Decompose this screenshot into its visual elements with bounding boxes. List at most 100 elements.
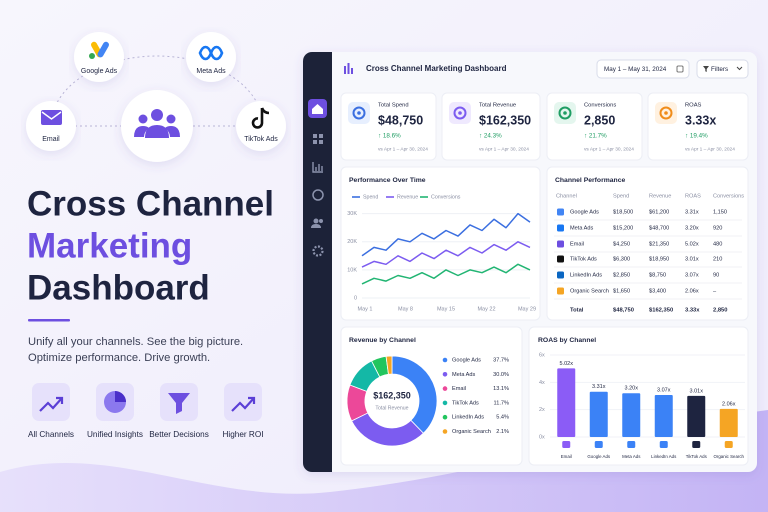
filters-label: Filters (711, 66, 728, 73)
tiktok-icon (251, 107, 270, 129)
pie-slice (385, 355, 393, 375)
x-tick-label: Organic Search (713, 454, 744, 459)
filter-icon (703, 66, 709, 72)
calendar-icon (676, 65, 684, 73)
channel-icon (557, 271, 564, 279)
table-cell: $3,400 (649, 288, 666, 294)
bar (589, 391, 608, 437)
nav-target[interactable] (312, 189, 324, 201)
table-cell: Meta Ads (570, 225, 594, 231)
y-tick-label: 0x (539, 434, 545, 440)
channel-icon (659, 441, 668, 448)
table-cell: $6,300 (613, 256, 630, 262)
kpi-change: ↑ 19.4% (685, 133, 708, 140)
feature-label: Unified Insights (87, 430, 143, 439)
legend-value: 37.7% (493, 357, 509, 363)
kpi-value: 2,850 (584, 113, 615, 127)
table-cell: $1,650 (613, 288, 630, 294)
features: All Channels Unified Insights Better Dec… (28, 383, 263, 439)
kpi-icon-dot (357, 111, 361, 115)
legend-value: 11.7% (494, 400, 509, 406)
y-tick-label: 0 (354, 295, 357, 301)
legend-value: 2.1% (496, 429, 509, 435)
series-line (361, 263, 531, 285)
x-tick-label: Meta Ads (622, 454, 641, 459)
channel-icon (557, 255, 564, 263)
x-tick-label: May 22 (477, 306, 495, 312)
nav-icons (311, 134, 324, 257)
feature-label: All Channels (28, 430, 74, 439)
channel-label: Meta Ads (196, 68, 226, 75)
legend-label: Meta Ads (452, 372, 476, 378)
bar-value-label: 3.20x (625, 386, 639, 392)
sidebar (303, 52, 332, 472)
channel-icon (724, 441, 733, 448)
kpi-compare: vs Apr 1 – Apr 30, 2024 (685, 146, 735, 152)
channel-icon (594, 441, 603, 448)
y-tick-label: 20K (347, 239, 357, 245)
nav-grid[interactable] (313, 134, 317, 138)
filters-button[interactable] (696, 59, 749, 79)
chevron (736, 66, 743, 71)
kpi-compare: vs Apr 1 – Apr 30, 2024 (378, 146, 428, 152)
series-line (361, 241, 531, 268)
dashboard-content: Total Spend $48,750 ↑ 18.6% vs Apr 1 – Apr … (340, 92, 749, 466)
table-cell: $2,850 (613, 272, 630, 278)
bar (719, 408, 738, 437)
table-cell: 480 (713, 241, 722, 247)
feature-icon-box (32, 383, 70, 421)
kpi-compare: vs Apr 1 – Apr 30, 2024 (584, 146, 634, 152)
nav-users[interactable] (313, 218, 319, 224)
dashboard-title: Cross Channel Marketing Dashboard (366, 64, 507, 73)
channel-label: Email (42, 136, 60, 143)
column-header: ROAS (685, 193, 701, 199)
accent-line (28, 319, 70, 322)
tagline: Unify all your channels. See the big pic… (28, 336, 243, 348)
table-cell: 210 (713, 256, 722, 262)
legend-label: Spend (363, 194, 378, 200)
kpi-icon (453, 106, 467, 120)
nav-settings[interactable] (312, 245, 324, 257)
feature-label: Better Decisions (149, 430, 209, 439)
legend-label: TikTok Ads (452, 400, 479, 406)
x-tick-label: Google Ads (587, 454, 611, 459)
meta-node (186, 32, 236, 82)
table-cell: 1,150 (713, 209, 727, 215)
column-header: Conversions (713, 193, 744, 199)
kpi-icon-dot (563, 111, 567, 115)
kpi-icon-dot (664, 111, 668, 115)
kpi-icon (558, 106, 572, 120)
x-tick-label: LinkedIn Ads (651, 454, 677, 459)
legend-value: 13.1% (493, 386, 509, 392)
legend-label: Conversions (431, 194, 461, 200)
table-total: $162,350 (649, 308, 673, 314)
bar (687, 395, 706, 437)
table-cell: $21,350 (649, 241, 669, 247)
date-range: May 1 – May 31, 2024 (604, 66, 667, 73)
legend-dot (442, 414, 448, 420)
feature-icon (39, 396, 64, 412)
chart-title: ROAS by Channel (538, 337, 596, 344)
y-tick-label: 2x (539, 407, 545, 413)
nav-charts[interactable] (312, 162, 323, 173)
table-cell: 3.01x (685, 256, 699, 262)
legend-label: Revenue (397, 194, 418, 200)
x-tick-label: Email (561, 454, 572, 459)
kpi-icon-dot (458, 111, 462, 115)
google-icon (89, 41, 109, 59)
kpi-change: ↑ 21.7% (584, 133, 607, 140)
series-line (361, 212, 531, 257)
table-cell: 3.31x (685, 209, 699, 215)
hero-title: Marketing (27, 226, 192, 265)
table-cell: $48,700 (649, 225, 669, 231)
email-node (26, 101, 76, 151)
table-cell: – (713, 288, 717, 294)
table-cell: 3.07x (685, 272, 699, 278)
y-tick-label: 10K (347, 267, 357, 273)
nav-home-icon (312, 104, 323, 114)
kpi-value: $48,750 (378, 113, 423, 127)
date-picker[interactable] (596, 59, 690, 79)
channel-icon (557, 224, 564, 232)
table-cell: $15,200 (613, 225, 633, 231)
card (340, 166, 541, 321)
